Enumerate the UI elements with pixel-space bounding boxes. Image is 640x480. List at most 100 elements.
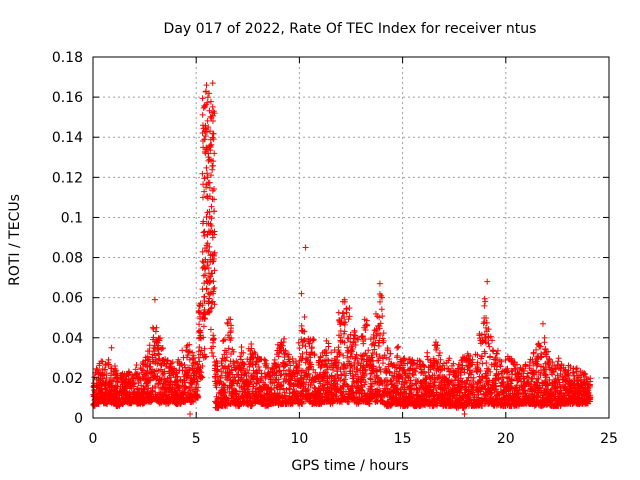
data-point: [501, 390, 508, 397]
data-point: [328, 349, 335, 356]
data-point: [276, 363, 283, 370]
data-point: [454, 382, 461, 389]
data-point: [509, 385, 516, 392]
data-point: [563, 371, 570, 378]
data-point: [209, 118, 216, 125]
data-point: [348, 382, 355, 389]
data-point: [98, 358, 105, 365]
data-point: [151, 352, 158, 359]
data-point: [375, 357, 382, 364]
data-point: [206, 309, 213, 316]
data-point: [198, 374, 205, 381]
data-point: [478, 385, 485, 392]
data-point: [295, 339, 302, 346]
data-point: [503, 369, 510, 376]
data-point: [204, 231, 211, 238]
data-point: [234, 359, 241, 366]
data-point: [199, 351, 206, 358]
data-point: [155, 380, 162, 387]
data-point: [210, 112, 217, 119]
data-point: [138, 382, 145, 389]
data-point: [291, 373, 298, 380]
data-point: [376, 354, 383, 361]
data-point: [351, 361, 358, 368]
data-point: [448, 388, 455, 395]
data-point: [229, 378, 236, 385]
data-point: [126, 369, 133, 376]
data-point: [175, 381, 182, 388]
data-point: [153, 324, 160, 331]
data-point: [323, 398, 330, 405]
data-point: [133, 361, 140, 368]
data-point: [209, 166, 216, 173]
data-point: [189, 362, 195, 369]
data-point: [464, 357, 471, 364]
data-point: [406, 356, 413, 363]
data-point: [147, 363, 154, 370]
data-point: [479, 360, 486, 367]
data-point: [155, 342, 162, 349]
data-point: [220, 337, 227, 344]
data-point: [229, 346, 236, 353]
data-point: [481, 396, 488, 403]
y-tick-label: 0.14: [52, 130, 83, 146]
data-point: [358, 387, 365, 394]
data-point: [250, 383, 257, 390]
data-point: [204, 262, 211, 269]
data-point: [123, 385, 130, 392]
data-point: [154, 345, 161, 352]
data-point: [208, 157, 215, 164]
data-point: [371, 346, 378, 353]
data-point: [358, 374, 365, 381]
data-point: [506, 392, 513, 399]
data-point: [482, 298, 489, 305]
data-point: [143, 380, 150, 387]
data-point: [369, 386, 376, 393]
data-point: [191, 359, 198, 366]
data-point: [331, 385, 338, 392]
data-point: [444, 365, 451, 372]
data-point: [533, 375, 540, 382]
data-point: [541, 334, 548, 341]
data-point: [492, 376, 499, 383]
x-axis-label: GPS time / hours: [291, 458, 408, 474]
data-point: [200, 104, 207, 111]
data-point: [377, 298, 384, 305]
data-point: [585, 400, 592, 407]
data-point: [176, 400, 183, 407]
data-point: [196, 358, 203, 365]
data-point: [522, 390, 529, 397]
data-point: [351, 329, 358, 336]
data-point: [365, 347, 372, 354]
data-point: [399, 376, 406, 383]
data-point: [319, 383, 326, 390]
data-point: [162, 363, 169, 370]
data-point: [308, 361, 315, 368]
data-point: [237, 353, 244, 360]
data-point: [341, 368, 348, 375]
data-point: [365, 385, 372, 392]
data-point: [113, 402, 120, 409]
data-point: [145, 356, 152, 363]
data-point: [174, 358, 181, 365]
data-point: [307, 351, 314, 358]
data-point: [376, 325, 383, 332]
data-point: [502, 357, 509, 364]
data-point: [428, 362, 435, 369]
data-point: [308, 344, 315, 351]
data-point: [211, 335, 218, 342]
data-point: [323, 350, 330, 357]
data-point: [196, 335, 203, 342]
data-point: [530, 370, 537, 377]
data-point: [317, 364, 324, 371]
data-point: [93, 365, 100, 372]
data-point: [211, 284, 218, 291]
data-point: [463, 377, 470, 384]
data-point: [362, 322, 369, 329]
data-point: [199, 363, 206, 370]
data-point: [255, 363, 262, 370]
data-point: [184, 369, 191, 376]
data-point: [228, 392, 235, 399]
data-point: [277, 372, 284, 379]
data-point: [245, 370, 252, 377]
